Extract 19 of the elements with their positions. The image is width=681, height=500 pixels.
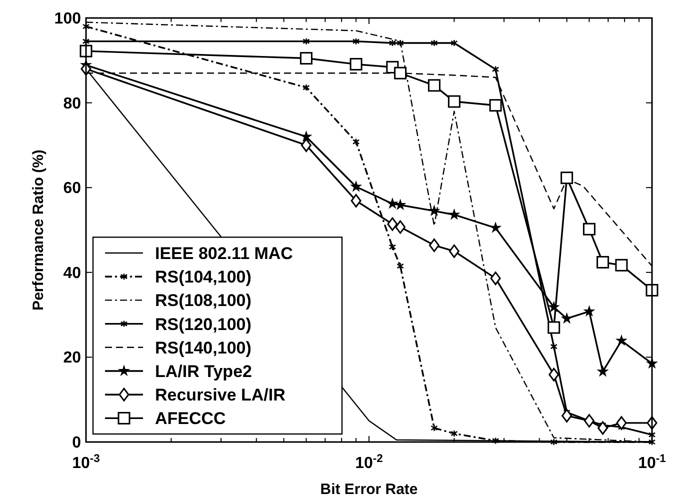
x-tick-label: 10$^{-1}$ (638, 453, 666, 472)
y-tick-label: 40 (63, 264, 82, 282)
y-tick-label: 100 (54, 10, 82, 28)
x-axis-title: Bit Error Rate (320, 481, 418, 498)
y-tick-label: 60 (63, 180, 82, 198)
legend-label: AFECCC (155, 409, 226, 428)
legend-label: RS(120,100) (155, 314, 252, 334)
x-tick-label: 10$^{-2}$ (355, 453, 383, 472)
x-tick-label: 10$^{-3}$ (72, 453, 100, 472)
y-tick-label: 20 (63, 350, 82, 367)
legend-label: Recursive LA/IR (155, 386, 286, 405)
y-axis-title: Performance Ratio (%) (30, 150, 47, 310)
y-tick-label: 0 (72, 434, 82, 452)
y-tick-label: 80 (63, 95, 82, 112)
legend-label: RS(140,100) (155, 338, 252, 358)
legend-label: LA/IR Type2 (155, 362, 252, 381)
legend-label: RS(108,100) (155, 291, 252, 310)
legend-label: IEEE 802.11 MAC (155, 244, 293, 263)
legend-label: RS(104,100) (155, 268, 252, 287)
